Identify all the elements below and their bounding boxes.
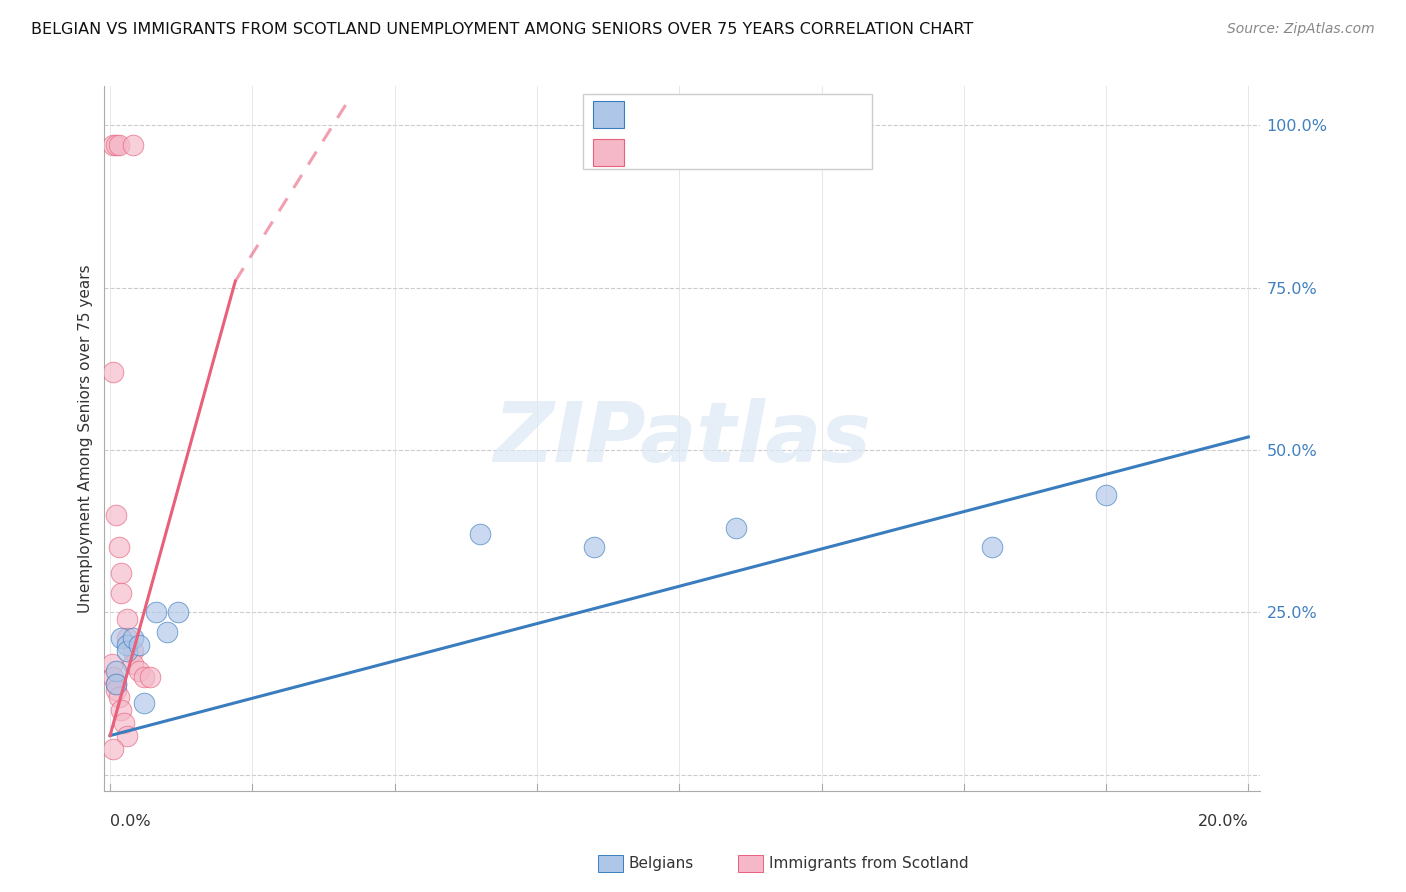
Point xyxy=(115,644,138,658)
Point xyxy=(134,670,156,684)
Point xyxy=(104,664,127,678)
Point xyxy=(110,631,132,645)
Point xyxy=(468,527,491,541)
Point xyxy=(107,541,129,555)
Text: 20.0%: 20.0% xyxy=(1198,814,1249,829)
Text: 0.514: 0.514 xyxy=(675,153,731,170)
Point xyxy=(107,137,129,152)
Point xyxy=(139,670,162,684)
Point xyxy=(115,631,138,645)
Point xyxy=(156,624,179,639)
Point xyxy=(110,566,132,581)
Text: N =: N = xyxy=(747,109,799,127)
Text: ZIPatlas: ZIPatlas xyxy=(494,398,872,479)
Text: Immigrants from Scotland: Immigrants from Scotland xyxy=(769,856,969,871)
Point xyxy=(121,137,143,152)
Text: 14: 14 xyxy=(796,109,821,127)
Text: BELGIAN VS IMMIGRANTS FROM SCOTLAND UNEMPLOYMENT AMONG SENIORS OVER 75 YEARS COR: BELGIAN VS IMMIGRANTS FROM SCOTLAND UNEM… xyxy=(31,22,973,37)
Text: Belgians: Belgians xyxy=(628,856,693,871)
Point xyxy=(101,365,124,379)
Text: 25: 25 xyxy=(796,153,821,170)
Point xyxy=(128,638,150,652)
Point xyxy=(115,638,138,652)
Text: 0.0%: 0.0% xyxy=(110,814,150,829)
Point xyxy=(1095,488,1118,502)
Point xyxy=(101,137,124,152)
Point xyxy=(101,741,124,756)
Point xyxy=(167,605,190,619)
Point xyxy=(115,612,138,626)
Point xyxy=(981,541,1004,555)
Point xyxy=(110,586,132,600)
Point xyxy=(104,508,127,522)
Point xyxy=(101,670,124,684)
Point xyxy=(725,521,748,535)
Point xyxy=(115,729,138,743)
Point xyxy=(121,657,143,672)
Text: R =: R = xyxy=(636,153,675,170)
Text: N =: N = xyxy=(747,153,799,170)
Point xyxy=(582,541,605,555)
Point xyxy=(121,631,143,645)
Text: R =: R = xyxy=(636,109,675,127)
Point xyxy=(104,137,127,152)
Point xyxy=(104,683,127,698)
Point xyxy=(121,644,143,658)
Point xyxy=(112,715,135,730)
Text: Source: ZipAtlas.com: Source: ZipAtlas.com xyxy=(1227,22,1375,37)
Point xyxy=(104,676,127,690)
Point xyxy=(145,605,167,619)
Point xyxy=(101,657,124,672)
Point xyxy=(104,676,127,690)
Point xyxy=(107,690,129,704)
Y-axis label: Unemployment Among Seniors over 75 years: Unemployment Among Seniors over 75 years xyxy=(79,264,93,613)
Point xyxy=(134,696,156,710)
Text: 0.785: 0.785 xyxy=(675,109,733,127)
Point xyxy=(110,703,132,717)
Point xyxy=(128,664,150,678)
